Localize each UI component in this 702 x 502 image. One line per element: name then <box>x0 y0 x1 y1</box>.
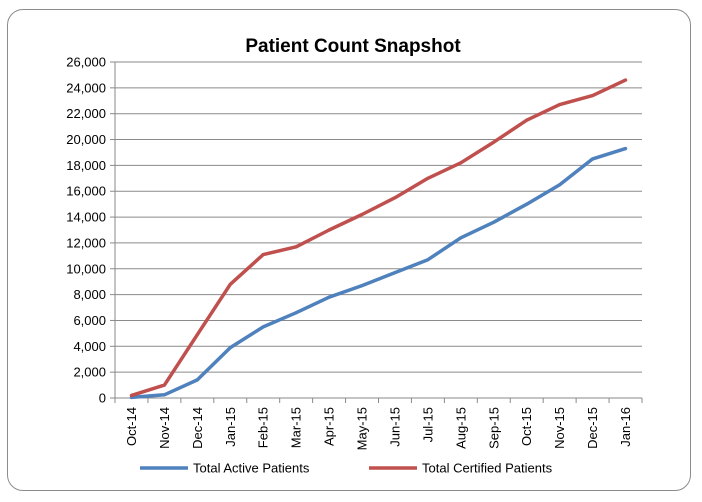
data-point <box>228 282 232 286</box>
y-tick-label: 0 <box>99 391 106 406</box>
legend-label: Total Certified Patients <box>422 461 553 476</box>
data-point <box>492 140 496 144</box>
y-tick-label: 8,000 <box>73 287 106 302</box>
y-tick-label: 18,000 <box>66 158 106 173</box>
x-tick-label: Feb-15 <box>256 407 271 448</box>
x-tick-label: Dec-15 <box>585 407 600 449</box>
x-tick-label: Jan-15 <box>223 407 238 447</box>
x-tick-label: Jun-15 <box>387 407 402 447</box>
data-point <box>591 157 595 161</box>
data-point <box>591 94 595 98</box>
x-tick-label: Nov-14 <box>157 407 172 449</box>
x-tick-label: Jul-15 <box>420 407 435 442</box>
y-tick-label: 12,000 <box>66 235 106 250</box>
legend: Total Active Patients Total Certified Pat… <box>140 461 553 476</box>
y-tick-label: 24,000 <box>66 80 106 95</box>
data-point <box>360 212 364 216</box>
data-point <box>393 196 397 200</box>
x-tick-label: Aug-15 <box>453 407 468 449</box>
data-point <box>261 325 265 329</box>
x-tick-label: Oct-14 <box>124 407 139 446</box>
data-point <box>558 183 562 187</box>
data-point <box>624 147 628 151</box>
x-tick-label: Apr-15 <box>322 407 337 446</box>
y-axis-tick-labels: 0 2,000 4,000 6,000 8,000 10,000 12,000 14,000 1… <box>66 55 106 406</box>
data-point <box>294 311 298 315</box>
x-tick-label: May-15 <box>355 407 370 450</box>
y-tick-label: 22,000 <box>66 106 106 121</box>
data-point <box>294 245 298 249</box>
gridlines <box>115 61 642 373</box>
x-tick-label: Mar-15 <box>289 407 304 448</box>
data-point <box>360 284 364 288</box>
data-point <box>459 161 463 165</box>
series-line-0 <box>129 146 628 400</box>
y-tick-label: 14,000 <box>66 210 106 225</box>
legend-label: Total Active Patients <box>193 461 310 476</box>
x-tick-label: Oct-15 <box>519 407 534 446</box>
data-point <box>393 271 397 275</box>
y-tick-label: 4,000 <box>73 339 106 354</box>
chart-frame <box>7 9 691 491</box>
series-line-1 <box>129 78 628 398</box>
series-lines <box>129 78 628 400</box>
y-tick-label: 16,000 <box>66 184 106 199</box>
data-point <box>459 236 463 240</box>
data-point <box>492 220 496 224</box>
data-point <box>162 393 166 397</box>
data-point <box>195 333 199 337</box>
x-tick-label: Nov-15 <box>552 407 567 449</box>
x-tick-label: Jan-16 <box>618 407 633 447</box>
data-point <box>195 378 199 382</box>
data-point <box>327 228 331 232</box>
data-point <box>129 393 133 397</box>
x-axis-tick-labels: Oct-14 Nov-14 Dec-14 Jan-15 Feb-15 Mar-15 Apr-… <box>124 407 633 450</box>
data-point <box>558 103 562 107</box>
axes <box>110 61 643 403</box>
x-tick-label: Dec-14 <box>190 407 205 449</box>
data-point <box>228 346 232 350</box>
y-tick-label: 20,000 <box>66 132 106 147</box>
data-point <box>624 78 628 82</box>
data-point <box>327 295 331 299</box>
chart-title: Patient Count Snapshot <box>245 36 461 57</box>
y-tick-label: 2,000 <box>73 365 106 380</box>
data-point <box>162 383 166 387</box>
data-point <box>525 202 529 206</box>
data-point <box>426 258 430 262</box>
y-tick-label: 6,000 <box>73 313 106 328</box>
y-tick-label: 26,000 <box>66 55 106 70</box>
data-point <box>525 118 529 122</box>
x-tick-label: Sep-15 <box>486 407 501 449</box>
data-point <box>426 176 430 180</box>
y-tick-label: 10,000 <box>66 261 106 276</box>
data-point <box>261 253 265 257</box>
